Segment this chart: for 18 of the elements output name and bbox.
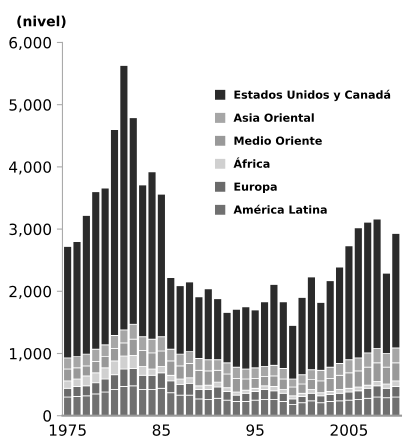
x-tick-label: 2005	[330, 424, 368, 436]
legend-label: Estados Unidos y Canadá	[234, 90, 390, 102]
y-tick-label: 4,000	[9, 161, 52, 174]
y-axis-title: (nivel)	[17, 16, 66, 28]
x-tick-label: 95	[246, 424, 264, 436]
y-tick-label: 6,000	[9, 36, 52, 50]
y-tick-label: 1,000	[10, 348, 52, 362]
x-tick-label: 85	[152, 424, 170, 436]
x-tick-label: 1975	[50, 424, 86, 436]
y-tick-label: 3,000	[9, 224, 52, 237]
y-tick-label: 5,000	[9, 99, 52, 112]
legend-label: Medio Oriente	[234, 136, 322, 145]
legend-label: Europa	[234, 182, 277, 193]
y-tick-label: 0	[43, 410, 52, 422]
legend-label: África	[234, 157, 270, 168]
legend-label: Asia Oriental	[234, 113, 314, 122]
y-tick-label: 2,000	[9, 286, 52, 299]
legend-label: América Latina	[234, 204, 327, 214]
